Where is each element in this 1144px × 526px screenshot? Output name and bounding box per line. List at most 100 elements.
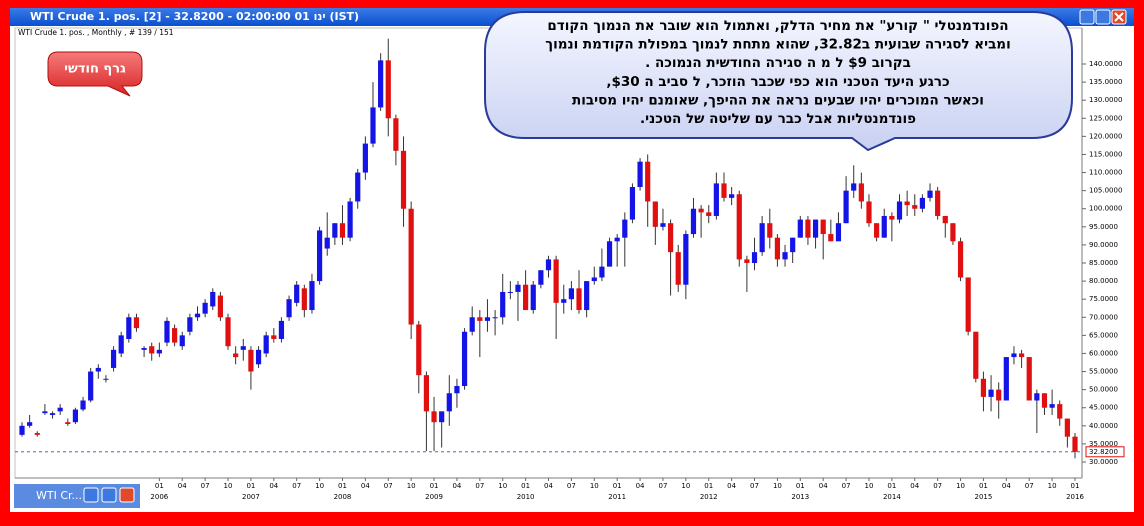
candle-body xyxy=(431,411,437,423)
candle-body xyxy=(896,201,903,220)
candle-body xyxy=(812,219,819,238)
candle-body xyxy=(378,60,384,108)
year-label: 2007 xyxy=(242,493,260,501)
year-label: 2015 xyxy=(975,493,993,501)
tab-close[interactable] xyxy=(119,487,135,503)
candle-body xyxy=(362,143,368,173)
candle-body xyxy=(515,284,521,292)
x-tick-label: 10 xyxy=(315,482,324,490)
candle-body xyxy=(858,183,864,202)
callout-box xyxy=(47,51,143,97)
candle-body xyxy=(980,378,987,397)
candle-body xyxy=(179,335,185,347)
x-tick-label: 10 xyxy=(865,482,874,490)
candle-body xyxy=(370,107,376,144)
x-tick-label: 01 xyxy=(521,482,530,490)
close-icon xyxy=(1114,12,1124,22)
candle-body xyxy=(156,349,162,354)
candle-body xyxy=(1049,404,1055,408)
candle-body xyxy=(187,317,193,332)
y-tick-label: 60.0000 xyxy=(1089,349,1118,357)
candle-body xyxy=(118,335,124,354)
candle-body xyxy=(1018,353,1025,358)
candle-body xyxy=(957,241,964,278)
x-tick-label: 01 xyxy=(430,482,439,490)
candle-body xyxy=(80,400,86,410)
candle-body xyxy=(19,425,25,435)
speech-bubble xyxy=(484,11,1073,152)
candle-body xyxy=(172,328,178,343)
x-tick-label: 07 xyxy=(384,482,393,490)
candle-body xyxy=(95,367,101,372)
candle-body xyxy=(942,215,948,224)
candle-body xyxy=(324,237,330,249)
x-tick-label: 07 xyxy=(475,482,484,490)
candle-body xyxy=(385,60,391,119)
candle-body xyxy=(690,208,697,235)
candle-body xyxy=(57,407,63,412)
y-tick-label: 40.0000 xyxy=(1089,422,1118,430)
year-label: 2013 xyxy=(791,493,809,501)
x-tick-label: 04 xyxy=(910,482,919,490)
year-label: 2014 xyxy=(883,493,901,501)
last-price-label: 32.8200 xyxy=(1089,448,1118,456)
candle-body xyxy=(500,291,506,318)
y-tick-label: 90.0000 xyxy=(1089,241,1118,249)
candle-body xyxy=(614,237,620,242)
candle-body xyxy=(660,223,666,227)
candle-body xyxy=(1003,357,1009,401)
last-price-box xyxy=(1085,446,1125,458)
candle-body xyxy=(629,187,636,220)
candle-body xyxy=(835,223,842,242)
candle-body xyxy=(477,317,483,321)
window-tab[interactable] xyxy=(14,484,140,508)
tab-restore[interactable] xyxy=(83,487,99,503)
candle-body xyxy=(973,331,979,379)
tab-maximize[interactable] xyxy=(101,487,117,503)
candle-body xyxy=(988,389,994,397)
candle-body xyxy=(706,212,712,216)
candle-body xyxy=(34,433,40,435)
year-label: 2012 xyxy=(700,493,718,501)
x-tick-label: 10 xyxy=(681,482,690,490)
candle-body xyxy=(584,281,590,311)
candle-body xyxy=(919,197,925,209)
candle-body xyxy=(339,223,346,238)
year-label: 2010 xyxy=(517,493,535,501)
y-tick-label: 115.0000 xyxy=(1089,150,1122,158)
callout-text: גרף חודשי xyxy=(64,62,126,77)
x-tick-label: 04 xyxy=(361,482,370,490)
candle-body xyxy=(49,413,56,415)
x-tick-label: 01 xyxy=(1071,482,1080,490)
candle-body xyxy=(538,270,544,285)
candle-body xyxy=(65,422,71,425)
y-tick-label: 95.0000 xyxy=(1089,223,1118,231)
x-tick-label: 07 xyxy=(750,482,759,490)
maximize-button[interactable] xyxy=(1095,9,1111,25)
x-tick-label: 10 xyxy=(956,482,965,490)
y-tick-label: 50.0000 xyxy=(1089,386,1118,394)
candle-body xyxy=(141,348,147,350)
y-tick-label: 105.0000 xyxy=(1089,187,1122,195)
annotation-line: כרגע היעד הטכני הוא כפי שכבר הוזכר, ל סב… xyxy=(606,74,949,90)
candle-body xyxy=(805,219,811,238)
x-tick-label: 10 xyxy=(590,482,599,490)
annotation-line: פונדמנטליות אבל כבר עם שליטה של הטכני. xyxy=(640,111,916,127)
candle-body xyxy=(233,353,239,358)
candle-body xyxy=(1064,418,1070,437)
candle-body xyxy=(935,190,941,216)
x-tick-label: 10 xyxy=(1048,482,1057,490)
candle-body xyxy=(1072,436,1078,452)
annotation-line: ומביא לסגירה שבועית ב32.82, שהוא מתחת לנ… xyxy=(545,37,1010,53)
candle-body xyxy=(217,295,223,318)
candle-body xyxy=(874,223,880,238)
minimize-button[interactable] xyxy=(1079,9,1095,25)
y-tick-label: 30.0000 xyxy=(1089,458,1118,466)
candle-body xyxy=(820,219,826,235)
x-tick-label: 01 xyxy=(979,482,988,490)
x-tick-label: 01 xyxy=(704,482,713,490)
y-tick-label: 100.0000 xyxy=(1089,205,1122,213)
candle-body xyxy=(110,349,117,368)
candle-body xyxy=(950,223,956,242)
